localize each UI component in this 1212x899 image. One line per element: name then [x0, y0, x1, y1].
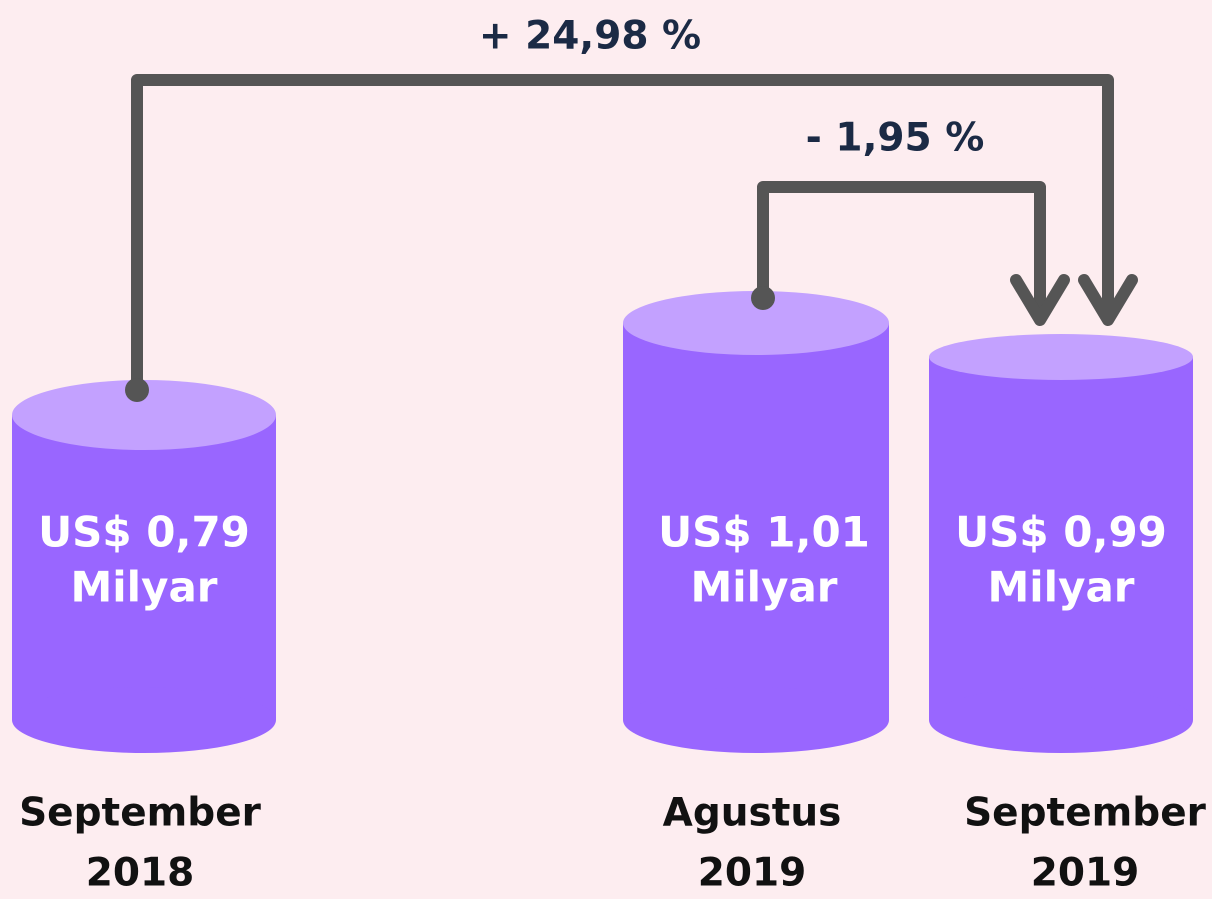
cylinder-body: [623, 323, 889, 720]
value-label: US$ 0,99: [955, 508, 1167, 557]
cylinder: [623, 291, 889, 753]
connector: [757, 181, 1046, 324]
value-label: Milyar: [690, 563, 837, 612]
value-label: Milyar: [70, 563, 217, 612]
period-label: 2019: [1031, 851, 1140, 896]
cylinder-bottom: [929, 687, 1193, 753]
cylinder-top: [12, 380, 276, 450]
change-label: + 24,98 %: [479, 14, 701, 59]
period-label: September: [964, 791, 1207, 836]
period-label: September: [19, 791, 262, 836]
cylinder-top: [623, 291, 889, 355]
cylinder-top: [929, 334, 1193, 380]
cylinder-bottom: [623, 687, 889, 753]
value-label: US$ 0,79: [38, 508, 250, 557]
cylinder-body: [929, 357, 1193, 720]
arrowhead: [1010, 274, 1070, 326]
arrowhead: [1078, 274, 1138, 326]
value-label: US$ 1,01: [658, 508, 870, 557]
cylinder: [929, 334, 1193, 753]
change-label: - 1,95 %: [806, 116, 985, 161]
cylinder-body: [12, 415, 276, 720]
period-label: 2018: [86, 851, 195, 896]
period-label: 2019: [698, 851, 807, 896]
cylinder: [12, 380, 276, 753]
connector: [131, 74, 1114, 396]
connector-dot: [751, 286, 775, 310]
value-label: Milyar: [987, 563, 1134, 612]
connector-dot: [125, 378, 149, 402]
period-label: Agustus: [663, 791, 842, 836]
cylinder-bottom: [12, 687, 276, 753]
